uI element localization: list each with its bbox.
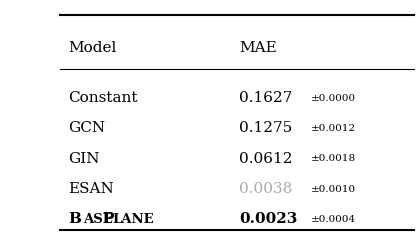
Text: ±0.0010: ±0.0010 (311, 185, 356, 194)
Text: Model: Model (68, 41, 116, 55)
Text: ASE: ASE (83, 213, 113, 226)
Text: 0.0023: 0.0023 (239, 212, 298, 227)
Text: GIN: GIN (68, 152, 100, 166)
Text: LANE: LANE (112, 213, 154, 226)
Text: B: B (68, 212, 81, 227)
Text: ±0.0000: ±0.0000 (311, 94, 356, 103)
Text: ±0.0018: ±0.0018 (311, 154, 356, 163)
Text: ±0.0012: ±0.0012 (311, 124, 356, 133)
Text: MAE: MAE (239, 41, 277, 55)
Text: 0.0612: 0.0612 (239, 152, 293, 166)
Text: 0.1275: 0.1275 (239, 122, 292, 135)
Text: ESAN: ESAN (68, 182, 114, 196)
Text: 0.1627: 0.1627 (239, 91, 293, 105)
Text: 0.0038: 0.0038 (239, 182, 292, 196)
Text: Constant: Constant (68, 91, 138, 105)
Text: P: P (102, 212, 114, 227)
Text: ±0.0004: ±0.0004 (311, 215, 356, 224)
Text: GCN: GCN (68, 122, 105, 135)
